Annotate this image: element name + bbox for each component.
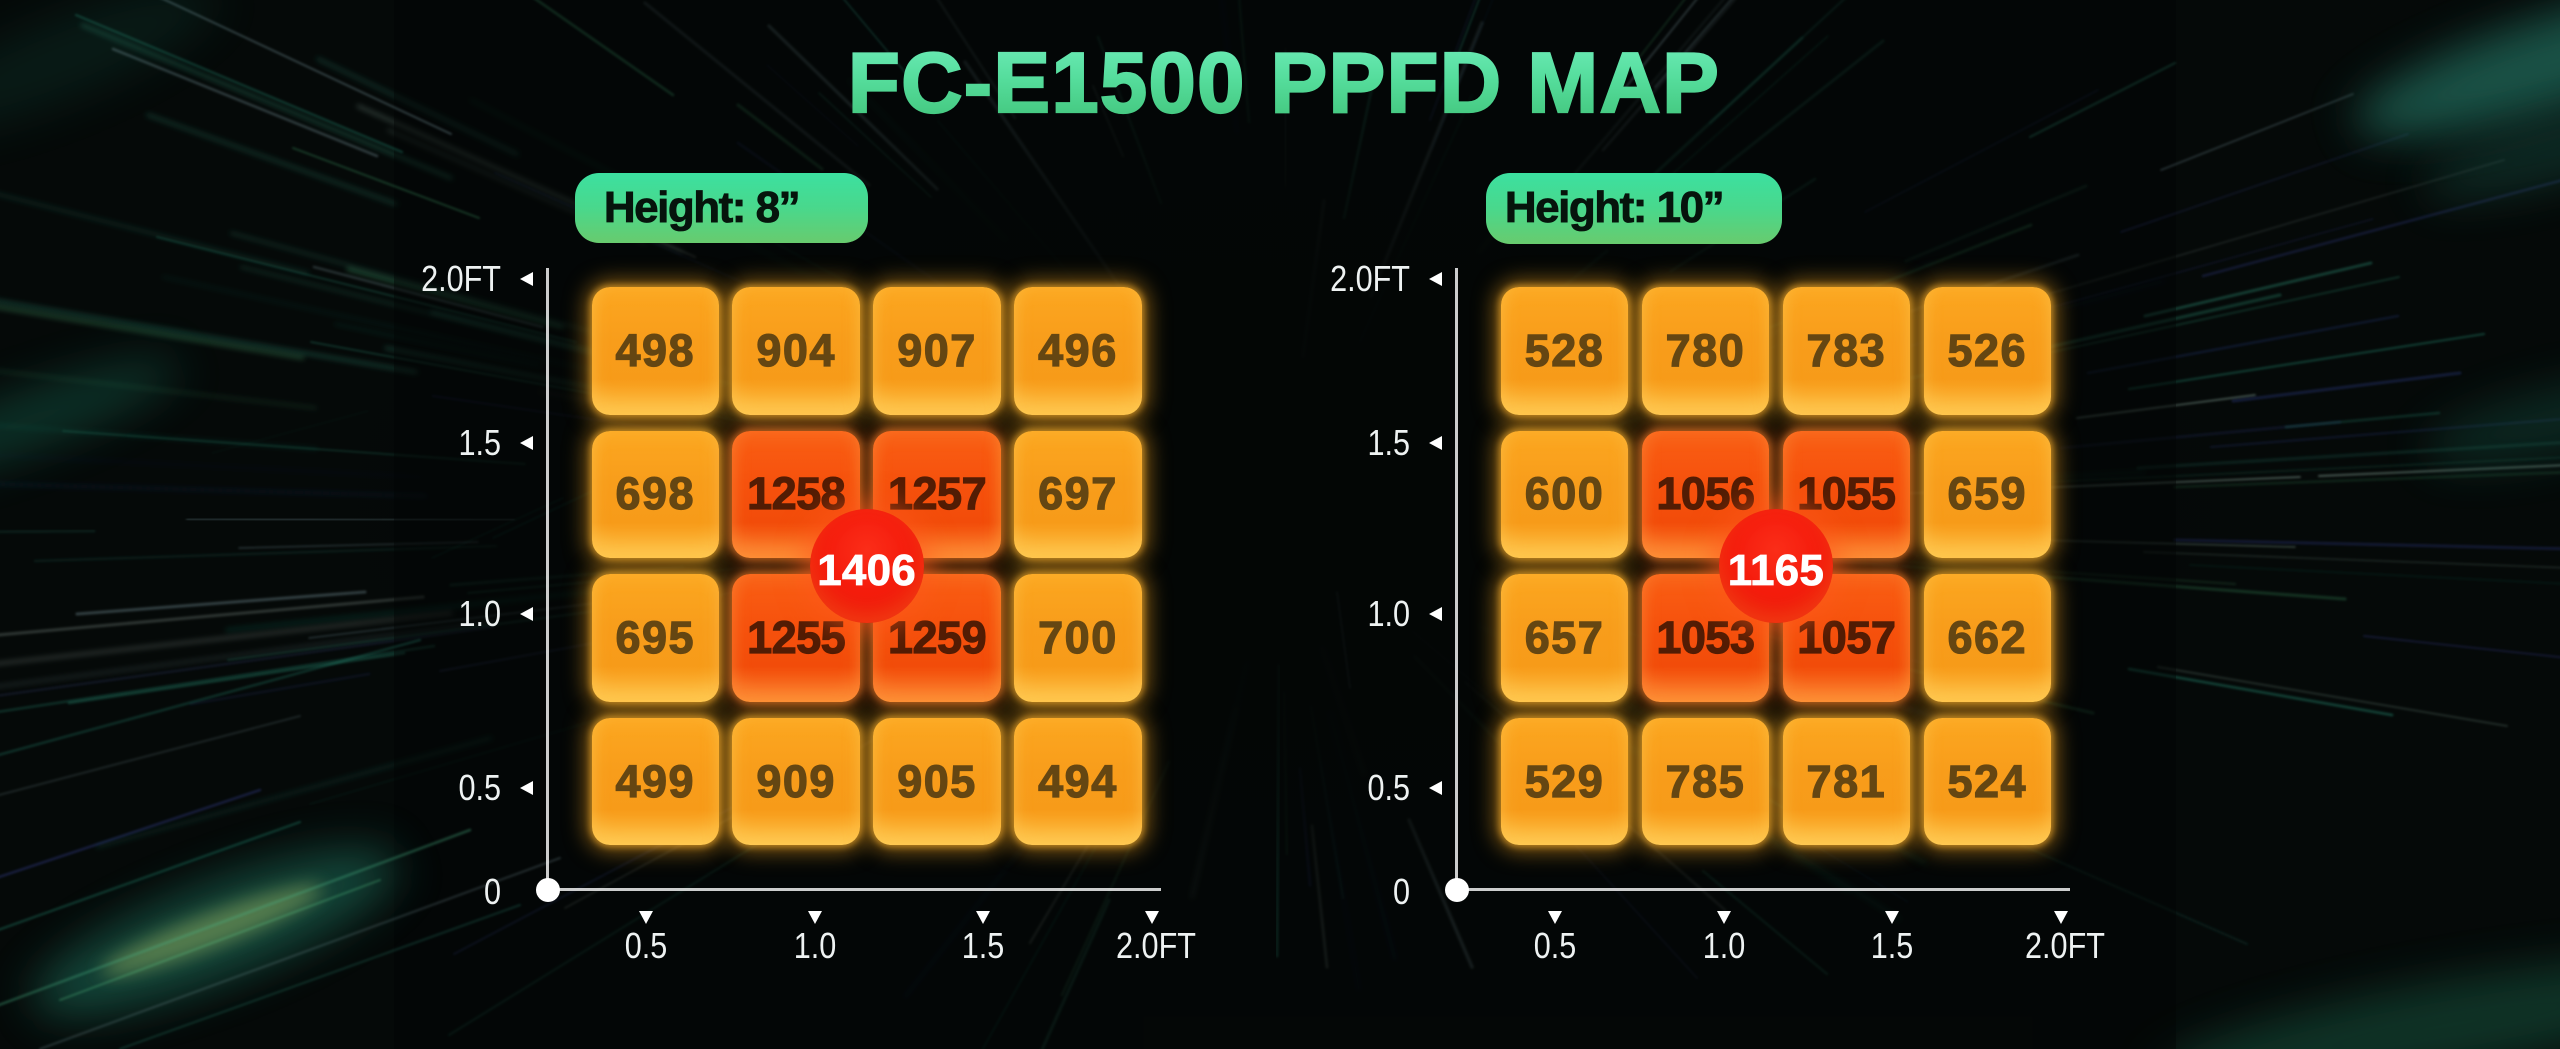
- svg-text:FC-E1500 PPFD MAP: FC-E1500 PPFD MAP: [848, 36, 1720, 131]
